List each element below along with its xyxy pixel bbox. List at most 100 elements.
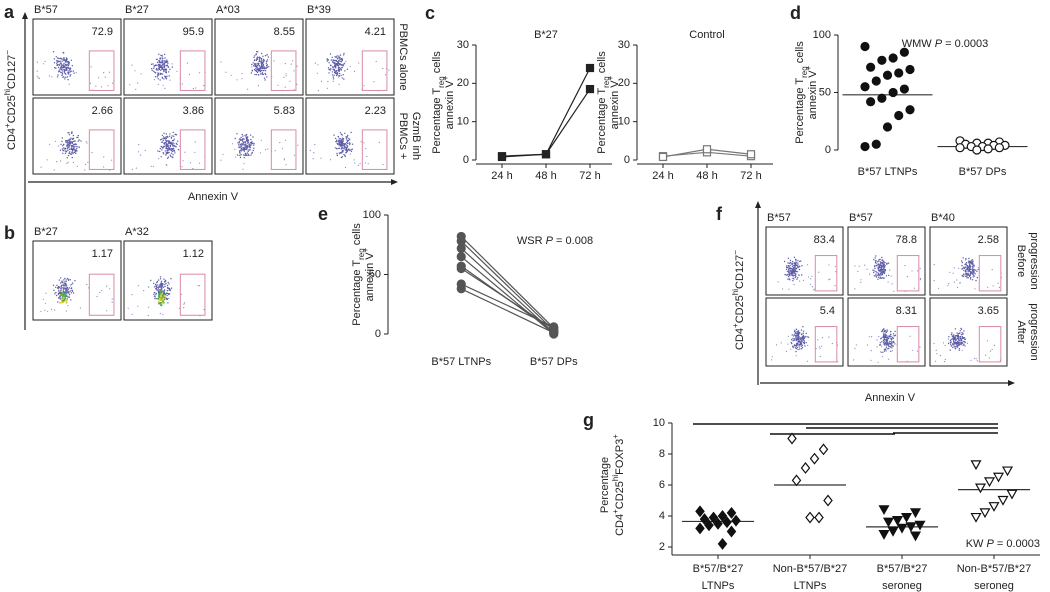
event-dot: [890, 336, 891, 337]
event-dot: [170, 145, 171, 146]
event-dot: [243, 138, 244, 139]
y-tick-label: 100: [813, 29, 831, 41]
event-dot: [962, 275, 963, 276]
event-dot: [161, 156, 162, 157]
marker: [806, 513, 814, 523]
event-dot: [854, 265, 855, 266]
event-dot: [74, 141, 75, 142]
event-dot: [792, 280, 793, 281]
event-dot: [893, 291, 894, 292]
y-tick-label: 50: [819, 86, 831, 98]
marker: [900, 85, 908, 93]
event-dot: [771, 359, 772, 360]
event-dot: [163, 302, 165, 304]
event-dot: [66, 69, 67, 70]
event-dot: [797, 344, 798, 345]
event-dot: [893, 335, 894, 336]
event-dot: [73, 141, 74, 142]
event-dot: [60, 62, 61, 63]
event-dot: [177, 141, 178, 142]
marker: [916, 521, 925, 529]
event-dot: [800, 337, 801, 338]
y-tick-label: 10: [653, 417, 665, 429]
marker: [878, 56, 886, 64]
event-dot: [173, 136, 174, 137]
event-dot: [65, 286, 66, 287]
marker: [861, 43, 869, 51]
event-dot: [249, 155, 250, 156]
event-dot: [832, 343, 833, 344]
event-dot: [350, 149, 351, 150]
event-dot: [237, 154, 238, 155]
event-dot: [890, 346, 891, 347]
event-dot: [163, 136, 164, 137]
event-dot: [60, 58, 61, 59]
event-dot: [232, 143, 233, 144]
event-dot: [251, 141, 252, 142]
event-dot: [943, 342, 944, 343]
event-dot: [285, 164, 286, 165]
event-dot: [66, 145, 67, 146]
event-dot: [242, 169, 243, 170]
event-dot: [248, 151, 249, 152]
event-dot: [965, 271, 966, 272]
event-dot: [163, 133, 164, 134]
event-dot: [261, 53, 262, 54]
event-dot: [241, 150, 242, 151]
event-dot: [944, 361, 945, 362]
event-dot: [167, 302, 168, 303]
event-dot: [183, 304, 184, 305]
event-dot: [796, 329, 797, 330]
event-dot: [341, 61, 342, 62]
event-dot: [969, 269, 970, 270]
event-dot: [67, 288, 68, 289]
event-dot: [808, 276, 809, 277]
event-dot: [57, 62, 58, 63]
event-dot: [91, 152, 92, 153]
event-dot: [137, 82, 138, 83]
event-dot: [67, 278, 68, 279]
event-dot: [73, 70, 74, 71]
event-dot: [245, 155, 246, 156]
event-dot: [793, 272, 794, 273]
event-dot: [973, 276, 974, 277]
marker: [999, 497, 1008, 505]
event-dot: [878, 277, 879, 278]
event-dot: [958, 338, 959, 339]
event-dot: [259, 61, 260, 62]
event-dot: [330, 68, 331, 69]
event-dot: [342, 77, 343, 78]
event-dot: [788, 272, 789, 273]
event-dot: [358, 62, 359, 63]
event-dot: [273, 60, 274, 61]
event-dot: [339, 152, 340, 153]
x-tick-label: 72 h: [740, 170, 761, 182]
event-dot: [246, 140, 247, 141]
event-dot: [54, 67, 55, 68]
event-dot: [992, 269, 993, 270]
event-dot: [332, 57, 333, 58]
event-dot: [164, 295, 166, 297]
event-dot: [160, 55, 161, 56]
event-dot: [40, 311, 41, 312]
event-dot: [56, 161, 57, 162]
event-dot: [51, 76, 52, 77]
marker: [884, 123, 892, 131]
event-dot: [818, 272, 819, 273]
event-dot: [856, 344, 857, 345]
event-dot: [795, 333, 796, 334]
event-dot: [69, 141, 70, 142]
marker: [660, 153, 667, 160]
row-label: Before: [1015, 245, 1027, 277]
event-dot: [167, 63, 168, 64]
event-dot: [244, 163, 245, 164]
event-dot: [70, 141, 71, 142]
event-dot: [237, 79, 238, 80]
event-dot: [248, 146, 249, 147]
event-dot: [61, 65, 62, 66]
y-axis-label: Percentage: [599, 457, 611, 513]
marker: [995, 144, 1003, 152]
event-dot: [234, 149, 235, 150]
event-dot: [794, 339, 795, 340]
marker: [543, 151, 550, 158]
